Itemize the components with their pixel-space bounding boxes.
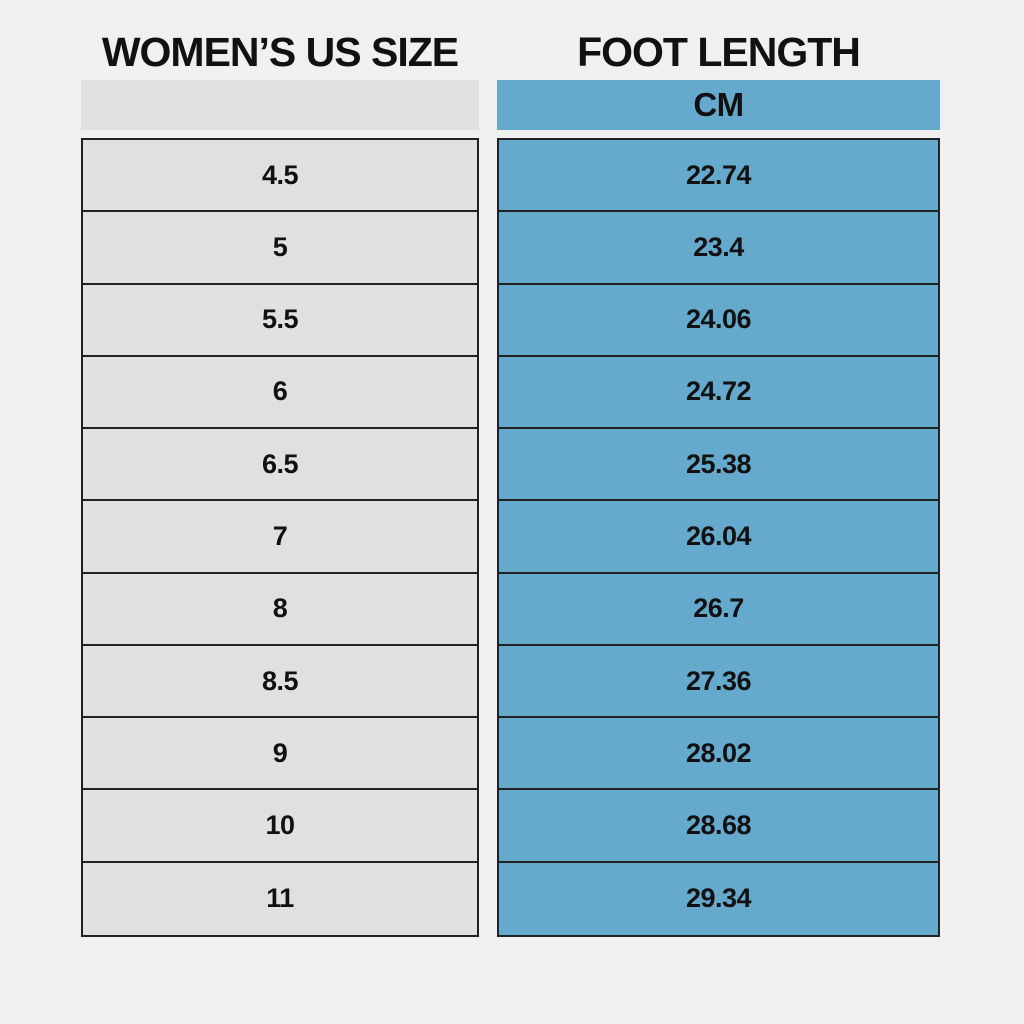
size-cell: 6.5 bbox=[83, 429, 477, 502]
size-cell: 5 bbox=[83, 212, 477, 285]
size-cell: 6 bbox=[83, 356, 477, 430]
size-cell: 5.5 bbox=[83, 284, 477, 357]
size-cell: 10 bbox=[83, 790, 477, 863]
womens-us-size-title: WOMEN’S US SIZE bbox=[101, 29, 459, 75]
cm-column-table: 22.74 23.4 24.06 24.72 25.38 26.04 26.7 27.36 28… bbox=[497, 138, 940, 937]
cm-cell: 24.06 bbox=[499, 284, 938, 357]
size-cell: 8 bbox=[83, 573, 477, 646]
size-cell: 7 bbox=[83, 501, 477, 574]
cm-cell: 28.02 bbox=[499, 718, 938, 791]
cm-cell: 24.72 bbox=[499, 356, 938, 430]
foot-length-title: FOOT LENGTH bbox=[577, 29, 861, 75]
cm-cell: 29.34 bbox=[499, 862, 938, 935]
cm-cell: 25.38 bbox=[499, 429, 938, 502]
cm-unit-header-cell: CM bbox=[497, 80, 940, 130]
size-cell: 8.5 bbox=[83, 645, 477, 719]
size-cell: 4.5 bbox=[83, 140, 477, 213]
size-column-table: 4.5 5 5.5 6 6.5 7 8 8.5 9 10 11 bbox=[81, 138, 479, 937]
size-column-header-cell bbox=[81, 80, 479, 130]
cm-cell: 28.68 bbox=[499, 790, 938, 863]
size-cell: 9 bbox=[83, 718, 477, 791]
cm-unit-label: CM bbox=[693, 86, 744, 123]
cm-cell: 22.74 bbox=[499, 140, 938, 213]
size-cell: 11 bbox=[83, 862, 477, 935]
cm-cell: 26.04 bbox=[499, 501, 938, 574]
cm-cell: 27.36 bbox=[499, 645, 938, 719]
cm-cell: 23.4 bbox=[499, 212, 938, 285]
cm-cell: 26.7 bbox=[499, 573, 938, 646]
